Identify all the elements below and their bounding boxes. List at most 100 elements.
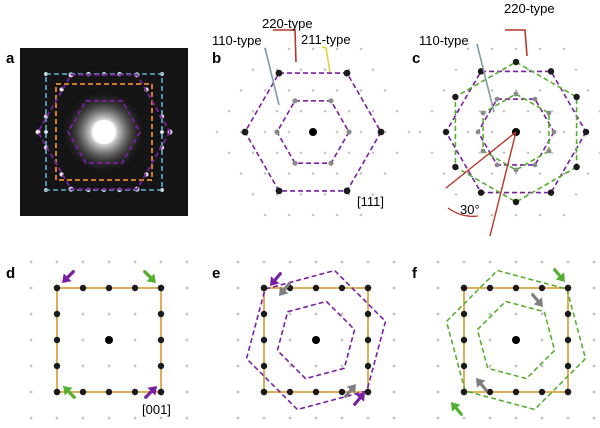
faint-spot bbox=[235, 389, 241, 395]
faint-spot bbox=[323, 150, 327, 155]
faint-spot bbox=[513, 259, 519, 265]
faint-spot bbox=[261, 259, 267, 265]
gray-arrow-icon bbox=[279, 282, 291, 296]
faint-spot bbox=[28, 415, 34, 421]
faint-spot bbox=[80, 311, 86, 317]
faint-spot bbox=[106, 363, 112, 369]
faint-spot bbox=[539, 259, 545, 265]
diffraction-spot bbox=[538, 284, 546, 292]
diffraction-spot bbox=[480, 148, 486, 154]
faint-spot bbox=[184, 415, 190, 421]
faint-spot bbox=[287, 130, 291, 134]
diffraction-spot bbox=[512, 58, 520, 66]
faint-spot bbox=[287, 171, 291, 176]
panel-e-inner-hexagon bbox=[276, 300, 356, 380]
diffraction-spot bbox=[343, 69, 351, 77]
faint-spot bbox=[391, 415, 397, 421]
panel-label-e: e bbox=[212, 265, 220, 282]
panel-c-angle-line-2 bbox=[489, 131, 517, 237]
panel-c-angle-line-1 bbox=[445, 131, 517, 189]
faint-spot bbox=[365, 259, 371, 265]
diffraction-spot bbox=[564, 336, 572, 344]
green-arrow-icon bbox=[451, 402, 463, 416]
panel-label-c: c bbox=[412, 50, 420, 67]
diffraction-spot bbox=[486, 388, 494, 396]
diffraction-spot bbox=[241, 128, 249, 136]
diffraction-spot bbox=[346, 129, 352, 135]
gray-arrow-icon-head bbox=[279, 286, 289, 296]
diffraction-spot bbox=[452, 93, 459, 101]
faint-spot bbox=[359, 171, 363, 176]
diffraction-spot bbox=[582, 128, 590, 136]
faint-spot bbox=[184, 363, 190, 369]
diffraction-spot bbox=[274, 129, 280, 135]
faint-spot bbox=[239, 171, 243, 176]
purple-arrow-icon-head bbox=[147, 386, 157, 396]
faint-spot bbox=[239, 88, 243, 93]
panel-c-110-leader bbox=[476, 43, 495, 113]
diffraction-spot bbox=[532, 96, 538, 102]
diffraction-spot bbox=[460, 284, 468, 292]
panel-a-diffraction-image bbox=[20, 48, 188, 216]
faint-spot bbox=[586, 171, 590, 176]
faint-spot bbox=[391, 285, 397, 291]
faint-spot bbox=[383, 171, 387, 176]
faint-spot bbox=[158, 415, 164, 421]
diffraction-spot bbox=[460, 362, 468, 370]
panel-c: 30° 110-type 220-type bbox=[418, 1, 600, 237]
panel-e-center-spot bbox=[312, 336, 320, 344]
faint-spot bbox=[132, 415, 138, 421]
faint-spot bbox=[454, 192, 458, 197]
faint-spot bbox=[251, 150, 255, 155]
diffraction-spot bbox=[480, 110, 486, 116]
diffraction-spot bbox=[452, 163, 459, 171]
faint-spot bbox=[263, 130, 267, 134]
faint-spot bbox=[487, 337, 493, 343]
faint-spot bbox=[418, 130, 422, 134]
diffraction-spot bbox=[460, 336, 468, 344]
faint-spot bbox=[435, 363, 441, 369]
faint-spot bbox=[591, 259, 597, 265]
faint-spot bbox=[562, 171, 566, 176]
panel-c-220-label: 220-type bbox=[504, 1, 555, 16]
faint-spot bbox=[586, 88, 590, 93]
diffraction-spot bbox=[475, 129, 481, 135]
diffraction-spot bbox=[260, 388, 268, 396]
faint-spot bbox=[287, 259, 293, 265]
diffraction-spot bbox=[157, 284, 165, 292]
faint-spot bbox=[359, 88, 363, 93]
faint-spot bbox=[591, 415, 597, 421]
faint-spot bbox=[371, 109, 375, 114]
faint-spot bbox=[251, 192, 255, 197]
faint-spot bbox=[407, 130, 411, 134]
diffraction-spot bbox=[547, 68, 555, 75]
green-arrow-icon-head bbox=[555, 272, 565, 282]
faint-spot bbox=[263, 213, 267, 218]
faint-spot bbox=[574, 192, 578, 197]
faint-spot bbox=[251, 67, 255, 72]
faint-spot bbox=[442, 171, 446, 176]
faint-spot bbox=[80, 415, 86, 421]
green-arrow-icon-head bbox=[451, 402, 461, 412]
diffraction-spot bbox=[53, 310, 61, 318]
faint-spot bbox=[435, 415, 441, 421]
diffraction-spot bbox=[364, 310, 372, 318]
faint-spot bbox=[391, 337, 397, 343]
faint-spot bbox=[490, 213, 494, 218]
purple-arrow-icon bbox=[353, 392, 365, 406]
faint-spot bbox=[538, 88, 542, 93]
diffraction-spot bbox=[460, 310, 468, 318]
diffraction-spot bbox=[364, 284, 372, 292]
faint-spot bbox=[235, 259, 241, 265]
diffraction-spot bbox=[377, 128, 385, 136]
faint-spot bbox=[54, 259, 60, 265]
diffraction-spot bbox=[53, 388, 61, 396]
panel-b-center-spot bbox=[309, 128, 317, 136]
faint-spot bbox=[487, 363, 493, 369]
diffraction-spot bbox=[292, 160, 298, 166]
purple-arrow-icon-head bbox=[355, 392, 365, 402]
central-beam bbox=[92, 120, 116, 144]
diffraction-spot bbox=[442, 128, 450, 136]
faint-spot bbox=[235, 285, 241, 291]
faint-spot bbox=[395, 109, 399, 114]
